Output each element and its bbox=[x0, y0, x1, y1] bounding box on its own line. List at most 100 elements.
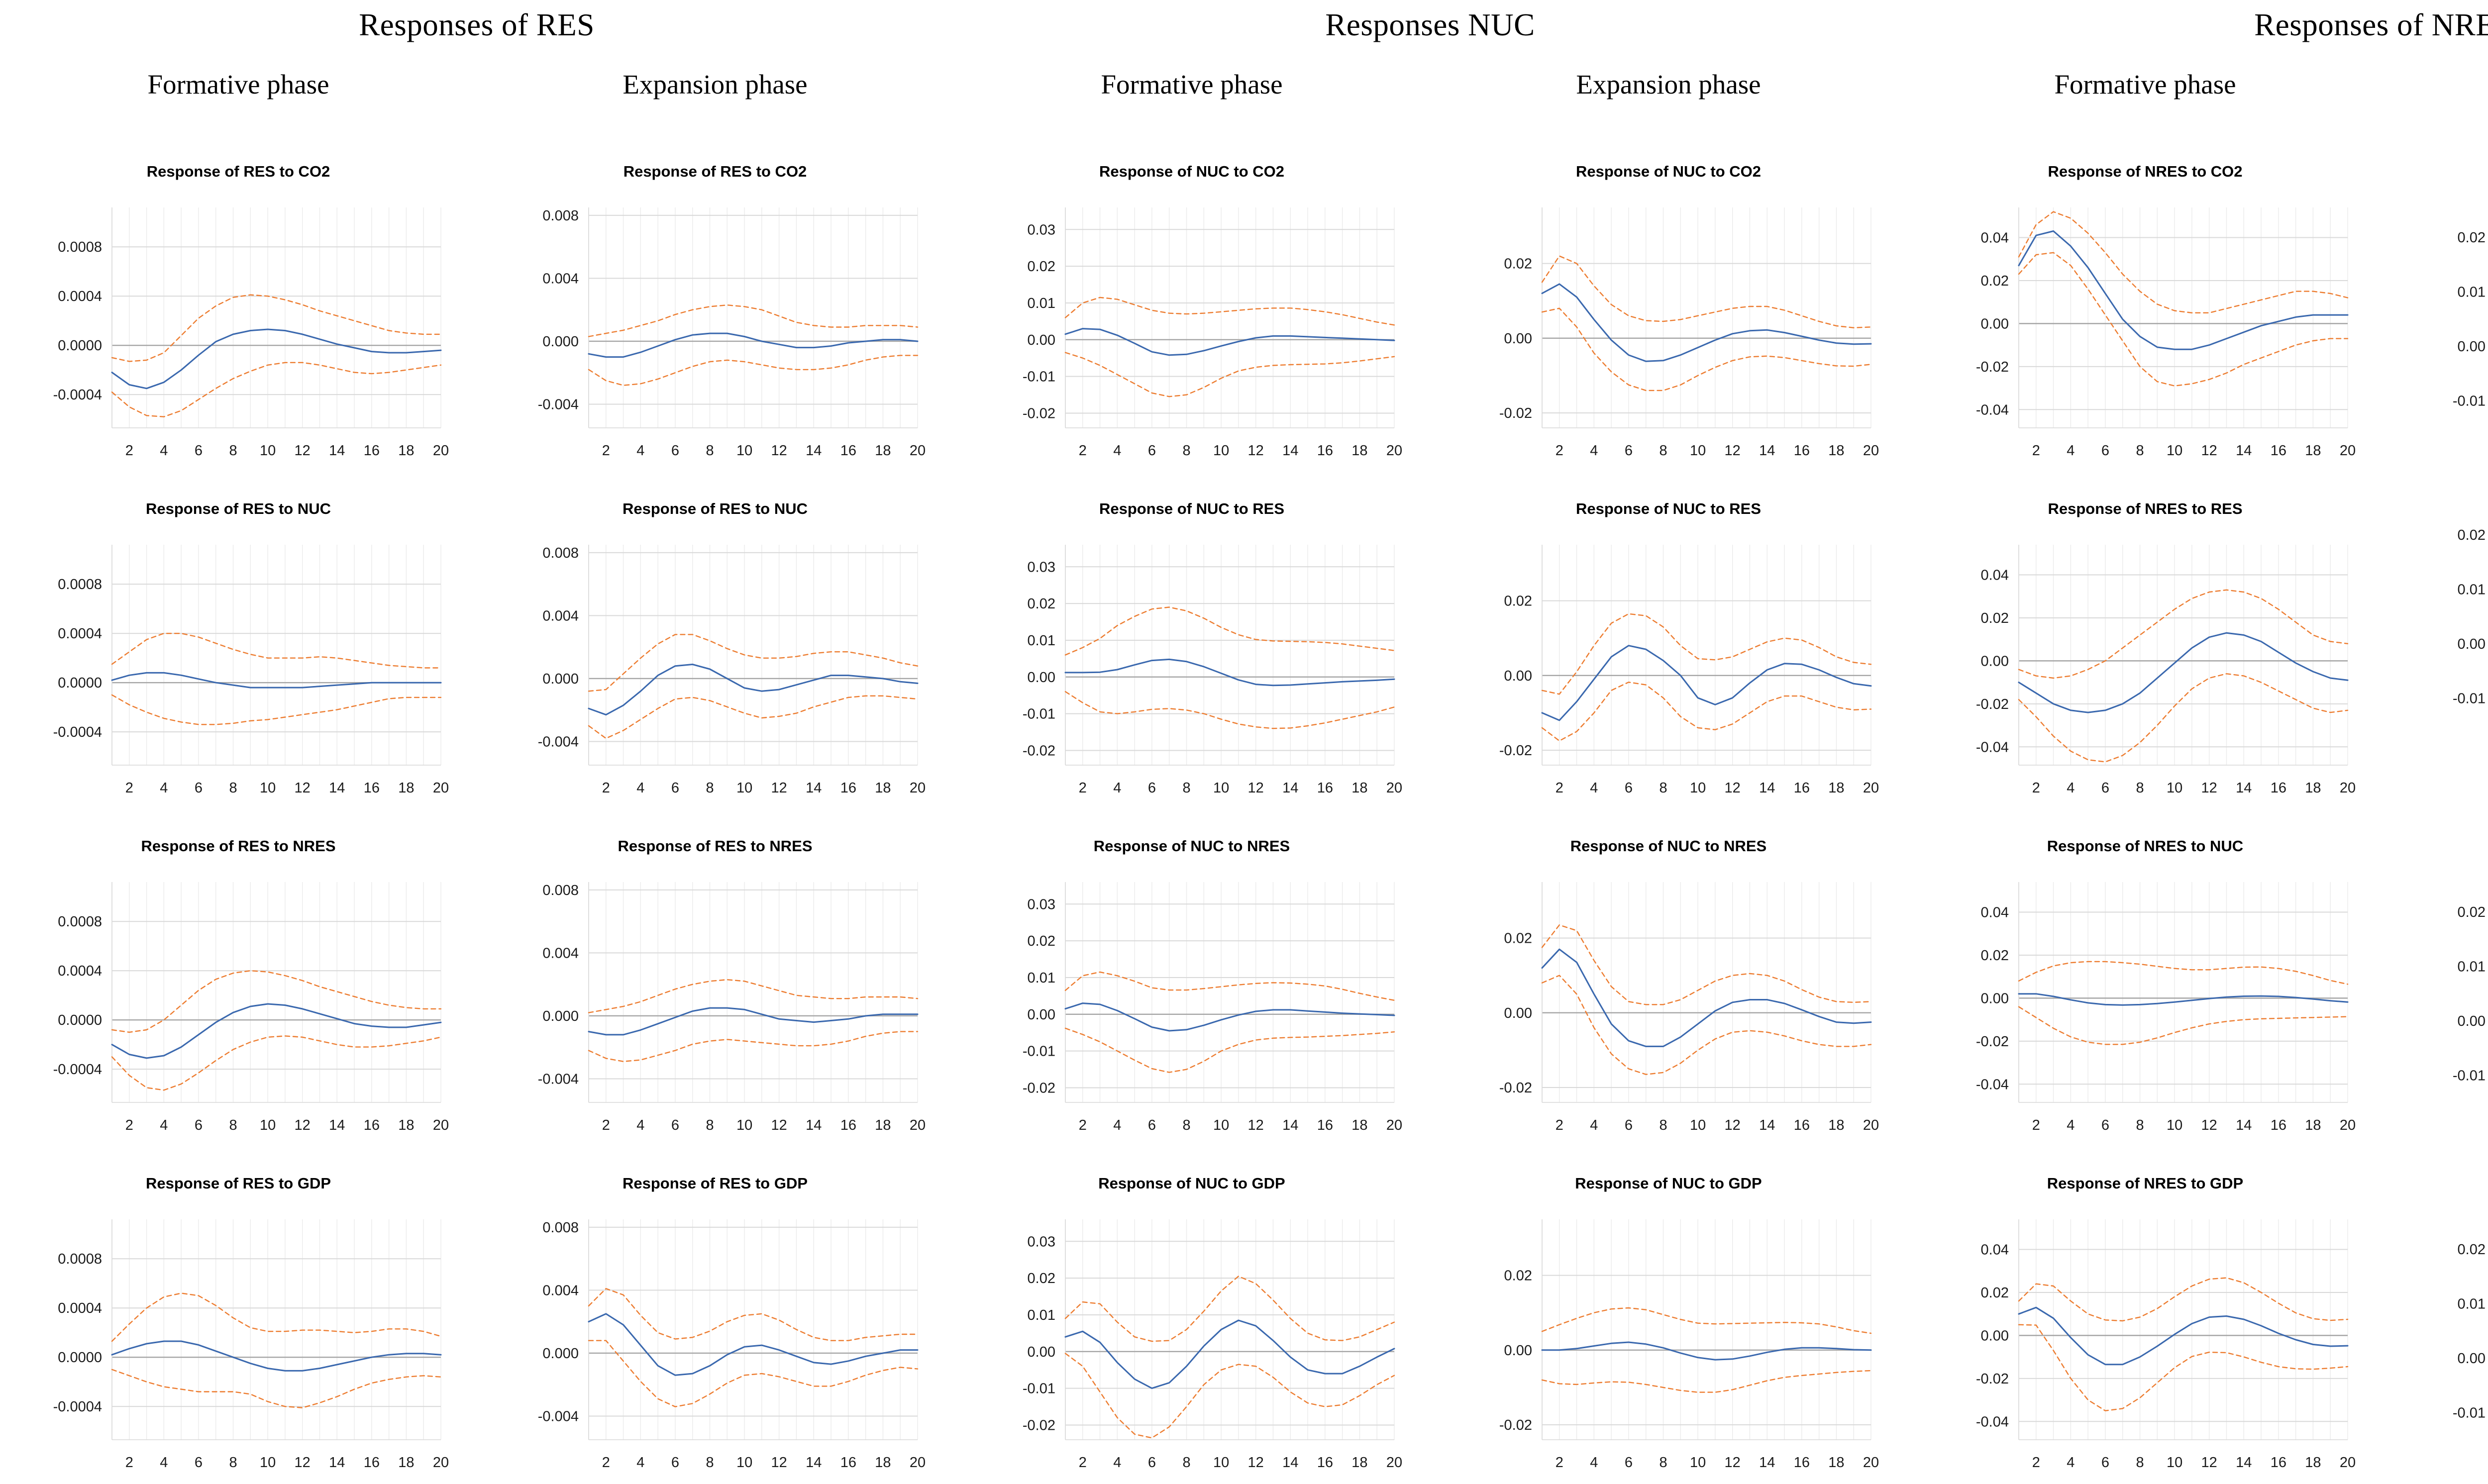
chart-cell-23: Response of NRES to GDP 0.04 0.02 0.00 -0.02… bbox=[1907, 1146, 2384, 1484]
y-tick-label: 0.0004 bbox=[58, 289, 102, 304]
x-tick-label: 12 bbox=[1725, 780, 1741, 796]
x-tick-label: 10 bbox=[736, 1455, 752, 1471]
chart-cell-16: Response of NUC to NRES 0.02 0.00 -0.02 2 4 6 8… bbox=[1430, 809, 1907, 1146]
x-tick-label: 16 bbox=[840, 1455, 856, 1471]
y-tick-label: -0.02 bbox=[1976, 1034, 2009, 1050]
x-tick-label: 16 bbox=[1794, 443, 1810, 459]
y-tick-label: 0.04 bbox=[1981, 1242, 2009, 1258]
upper-band-line bbox=[588, 1288, 919, 1341]
x-tick-label: 14 bbox=[329, 1117, 345, 1133]
y-tick-label: -0.01 bbox=[1023, 1381, 1055, 1397]
x-tick-label: 2 bbox=[1079, 1455, 1087, 1471]
x-tick-label: 18 bbox=[1828, 1117, 1844, 1133]
x-tick-label: 14 bbox=[1759, 1117, 1775, 1133]
x-tick-label: 8 bbox=[1659, 1455, 1667, 1471]
x-tick-label: 4 bbox=[1590, 780, 1598, 796]
upper-band-line bbox=[588, 304, 919, 337]
x-tick-label: 8 bbox=[706, 443, 714, 459]
lower-band-line bbox=[1064, 352, 1395, 397]
upper-band-line bbox=[1064, 606, 1395, 656]
x-tick-label: 2 bbox=[2032, 780, 2040, 796]
x-tick-label: 2 bbox=[1555, 780, 1563, 796]
x-tick-label: 18 bbox=[875, 1117, 891, 1133]
x-tick-label: 18 bbox=[1351, 780, 1367, 796]
y-tick-label: 0.02 bbox=[1504, 594, 1532, 609]
x-tick-label: 2 bbox=[1555, 443, 1563, 459]
x-tick-label: 2 bbox=[125, 443, 133, 459]
phase-label-3: Formative phase bbox=[1101, 69, 1283, 99]
x-tick-label: 12 bbox=[1248, 443, 1264, 459]
y-tick-label: 0.02 bbox=[2458, 904, 2486, 920]
y-tick-label: 0.02 bbox=[1028, 933, 1055, 949]
x-tick-label: 12 bbox=[1248, 1117, 1264, 1133]
y-tick-label: 0.004 bbox=[542, 271, 579, 287]
chart-plot: 0.02 0.00 -0.02 2 4 6 8 10 12 14 16 18 20 bbox=[1499, 1219, 1879, 1471]
y-tick-label: 0.01 bbox=[1028, 970, 1055, 986]
x-tick-label: 18 bbox=[2305, 1117, 2321, 1133]
upper-band-line bbox=[1064, 1276, 1395, 1342]
chart-plot: 0.020.010.00-0.012468101214161820 bbox=[2453, 230, 2486, 409]
response-line bbox=[1064, 328, 1395, 356]
chart-plot: 0.04 0.02 0.00 -0.02 -0.04 2 4 6 8 10 12 14 16 18 20 bbox=[1976, 207, 2356, 459]
phase-label-1: Formative phase bbox=[147, 69, 329, 99]
y-tick-label: 0.01 bbox=[1028, 633, 1055, 649]
y-tick-label: 0.0004 bbox=[58, 1300, 102, 1316]
y-tick-label: -0.01 bbox=[1023, 706, 1055, 722]
chart-title: Response of NUC to GDP bbox=[1575, 1174, 1762, 1192]
y-tick-label: -0.0004 bbox=[53, 724, 102, 740]
x-tick-label: 4 bbox=[2067, 443, 2074, 459]
lower-band-line bbox=[2018, 1324, 2349, 1411]
chart-plot: 0.0008 0.0004 0.0000 -0.0004 2 4 6 8 10 12 14 16 18 2… bbox=[53, 207, 449, 459]
x-tick-label: 4 bbox=[2067, 1117, 2074, 1133]
x-tick-label: 4 bbox=[636, 1455, 644, 1471]
x-tick-label: 2 bbox=[1555, 1455, 1563, 1471]
x-tick-label: 10 bbox=[2167, 1455, 2182, 1471]
x-tick-label: 4 bbox=[1590, 1117, 1598, 1133]
upper-band-line bbox=[2018, 589, 2349, 679]
y-tick-label: -0.04 bbox=[1976, 739, 2009, 755]
response-line bbox=[588, 664, 919, 716]
x-tick-label: 12 bbox=[1725, 1455, 1741, 1471]
x-tick-label: 10 bbox=[1213, 780, 1229, 796]
response-line bbox=[2018, 993, 2349, 1006]
x-tick-label: 10 bbox=[260, 1455, 276, 1471]
x-tick-label: 6 bbox=[1148, 1455, 1156, 1471]
response-line bbox=[1541, 283, 1872, 362]
x-tick-label: 8 bbox=[1182, 443, 1190, 459]
x-tick-label: 6 bbox=[2101, 1455, 2109, 1471]
x-tick-label: 16 bbox=[1794, 780, 1810, 796]
x-tick-label: 6 bbox=[1148, 780, 1156, 796]
y-tick-label: -0.0004 bbox=[53, 387, 102, 403]
x-tick-label: 12 bbox=[1248, 780, 1264, 796]
x-tick-label: 18 bbox=[2305, 443, 2321, 459]
response-line bbox=[588, 1007, 919, 1036]
x-tick-label: 14 bbox=[1282, 1117, 1298, 1133]
chart-title: Response of NRES to NUC bbox=[2047, 837, 2244, 855]
group-title-res: Responses of RES bbox=[359, 7, 595, 42]
y-tick-label: 0.0000 bbox=[58, 338, 102, 354]
chart-plot: 0.04 0.02 0.00 -0.02 -0.04 2 4 6 8 10 12 14 16 18 20 bbox=[1976, 1219, 2356, 1471]
x-tick-label: 8 bbox=[2136, 443, 2144, 459]
x-tick-label: 20 bbox=[1863, 780, 1879, 796]
chart-cell-19: Response of RES to GDP 0.0008 0.0004 0.0000… bbox=[0, 1146, 477, 1484]
x-tick-label: 2 bbox=[1079, 1117, 1087, 1133]
chart-plot: 0.03 0.02 0.01 0.00 -0.01 -0.02 2 4 6 8 10 12 14 16 18… bbox=[1023, 882, 1402, 1133]
chart-plot: 0.03 0.02 0.01 0.00 -0.01 -0.02 2 4 6 8 10 12 14 16 18… bbox=[1023, 207, 1402, 459]
response-line bbox=[2018, 632, 2349, 713]
x-tick-label: 20 bbox=[433, 443, 449, 459]
chart-cell-17: Response of NRES to NUC 0.04 0.02 0.00 -0.02… bbox=[1907, 809, 2384, 1146]
y-tick-label: 0.008 bbox=[542, 208, 579, 224]
response-line bbox=[2018, 1306, 2349, 1366]
chart-cell-11: Response of NRES to RES 0.04 0.02 0.00 -0.02… bbox=[1907, 472, 2384, 809]
x-tick-label: 6 bbox=[2101, 443, 2109, 459]
chart-title: Response of NUC to NRES bbox=[1570, 837, 1767, 855]
chart-title: Response of RES to NUC bbox=[622, 499, 808, 517]
x-tick-label: 14 bbox=[2236, 780, 2252, 796]
x-tick-label: 20 bbox=[910, 443, 926, 459]
response-line bbox=[1064, 1002, 1395, 1032]
x-tick-label: 4 bbox=[2067, 1455, 2074, 1471]
response-line bbox=[111, 328, 442, 390]
y-tick-label: 0.00 bbox=[2458, 636, 2486, 652]
phase-label-5: Formative phase bbox=[2054, 69, 2236, 99]
